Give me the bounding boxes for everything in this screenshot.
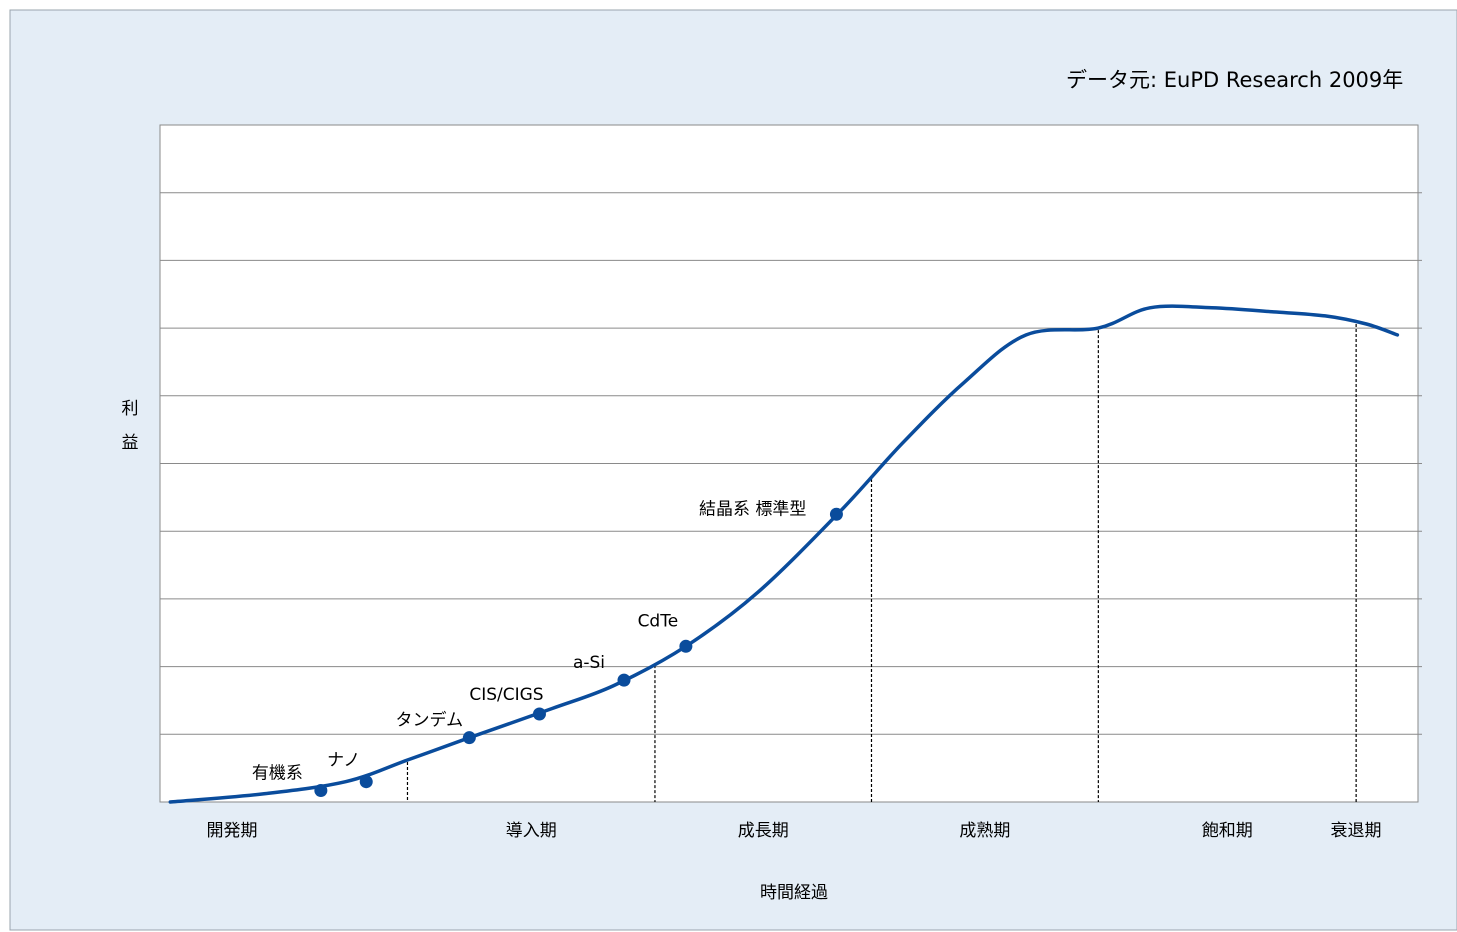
point-marker-5 xyxy=(617,673,631,687)
point-label-3: タンデム xyxy=(396,710,464,731)
y-axis-title-char-2: 益 xyxy=(122,433,139,453)
point-label-2: ナノ xyxy=(327,751,360,771)
gridlines xyxy=(160,192,1422,735)
point-label-1: 有機系 xyxy=(252,763,303,783)
stage-boundaries xyxy=(406,324,1357,802)
stage-label-5: 飽和期 xyxy=(1202,821,1253,841)
stage-label-4: 成熟期 xyxy=(959,820,1010,841)
point-marker-2 xyxy=(359,775,373,789)
point-marker-4 xyxy=(532,707,546,721)
x-axis-title: 時間経過 xyxy=(760,883,828,903)
point-label-5: a-Si xyxy=(573,653,605,673)
stage-label-3: 成長期 xyxy=(738,821,789,841)
point-marker-7 xyxy=(829,507,843,521)
point-label-6: CdTe xyxy=(638,611,679,631)
y-axis-title-char-1: 利 xyxy=(122,399,139,419)
stage-label-6: 衰退期 xyxy=(1331,821,1382,841)
stage-labels: 開発期 導入期 成長期 成熟期 飽和期 衰退期 xyxy=(207,820,1382,841)
point-label-4: CIS/CIGS xyxy=(469,685,543,705)
point-marker-6 xyxy=(679,639,693,653)
point-marker-3 xyxy=(462,731,476,745)
point-label-7: 結晶系 標準型 xyxy=(699,499,806,519)
source-note: データ元: EuPD Research 2009年 xyxy=(1066,68,1403,92)
stage-label-1: 開発期 xyxy=(207,821,258,841)
point-marker-1 xyxy=(314,783,328,797)
stage-label-2: 導入期 xyxy=(506,821,557,841)
